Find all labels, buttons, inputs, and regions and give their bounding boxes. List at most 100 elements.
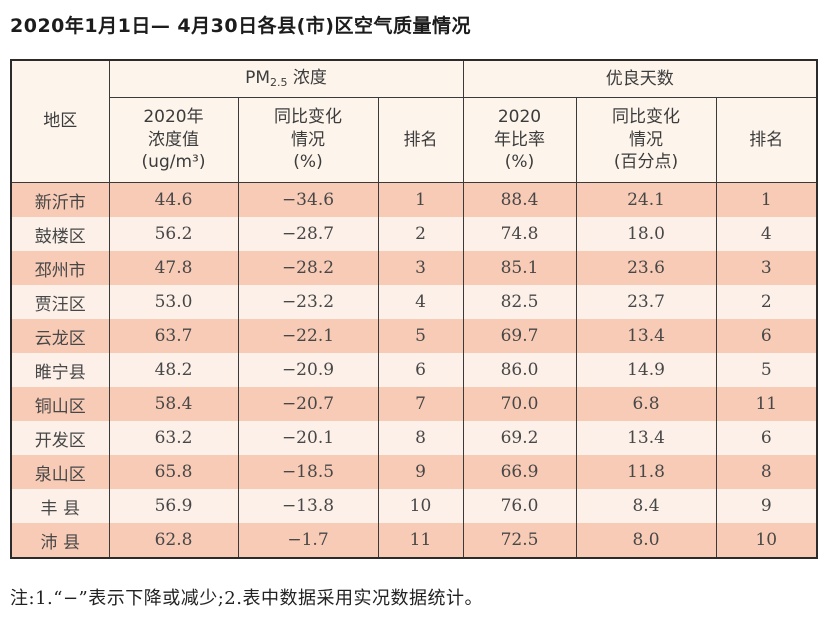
value-cell: 10 xyxy=(377,489,463,523)
pm25-suffix: 浓度 xyxy=(287,68,327,89)
value-cell: −23.2 xyxy=(237,285,378,319)
value-cell: 14.9 xyxy=(575,353,716,387)
value-cell: −1.7 xyxy=(237,523,378,558)
value-cell: 6 xyxy=(377,353,463,387)
pm25-prefix: PM xyxy=(245,68,270,89)
value-cell: −20.1 xyxy=(237,421,378,455)
table-body: 新沂市 44.6 −34.6 1 88.4 24.1 1 鼓楼区 56.2 −28.7 2 74.8 1… xyxy=(11,182,818,558)
table-row: 开发区 63.2 −20.1 8 69.2 13.4 6 xyxy=(11,421,818,455)
value-cell: 11 xyxy=(715,387,818,421)
value-cell: 8 xyxy=(715,455,818,489)
value-cell: 7 xyxy=(377,387,463,421)
value-cell: 47.8 xyxy=(108,251,238,285)
value-cell: −34.6 xyxy=(237,182,378,217)
value-cell: 18.0 xyxy=(575,217,716,251)
value-cell: 69.2 xyxy=(462,421,576,455)
value-cell: 8.0 xyxy=(575,523,716,558)
table-header: 地区 PM2.5 浓度 优良天数 2020年 浓度值 (ug/m³) 同比变化 … xyxy=(10,59,818,183)
value-cell: 4 xyxy=(715,217,818,251)
value-cell: 72.5 xyxy=(462,523,576,558)
region-cell: 丰 县 xyxy=(11,489,109,523)
table-row: 泉山区 65.8 −18.5 9 66.9 11.8 8 xyxy=(11,455,818,489)
region-cell: 云龙区 xyxy=(11,319,109,353)
air-quality-table: 地区 PM2.5 浓度 优良天数 2020年 浓度值 (ug/m³) 同比变化 … xyxy=(10,59,819,559)
value-cell: 23.7 xyxy=(575,285,716,319)
value-cell: −13.8 xyxy=(237,489,378,523)
value-cell: 5 xyxy=(377,319,463,353)
page-title: 2020年1月1日— 4月30日各县(市)区空气质量情况 xyxy=(10,15,471,37)
value-cell: 62.8 xyxy=(108,523,238,558)
value-cell: 5 xyxy=(715,353,818,387)
value-cell: 6 xyxy=(715,421,818,455)
value-cell: 8.4 xyxy=(575,489,716,523)
table-row: 鼓楼区 56.2 −28.7 2 74.8 18.0 4 xyxy=(11,217,818,251)
value-cell: 53.0 xyxy=(108,285,238,319)
value-cell: −18.5 xyxy=(237,455,378,489)
value-cell: 11 xyxy=(377,523,463,558)
value-cell: 48.2 xyxy=(108,353,238,387)
value-cell: 23.6 xyxy=(575,251,716,285)
value-cell: 1 xyxy=(377,182,463,217)
region-cell: 贾汪区 xyxy=(11,285,109,319)
value-cell: 70.0 xyxy=(462,387,576,421)
region-cell: 睢宁县 xyxy=(11,353,109,387)
value-cell: 9 xyxy=(377,455,463,489)
value-cell: 69.7 xyxy=(462,319,576,353)
table-row: 贾汪区 53.0 −23.2 4 82.5 23.7 2 xyxy=(11,285,818,319)
header-pm25-group: PM2.5 浓度 xyxy=(108,59,464,98)
value-cell: 74.8 xyxy=(462,217,576,251)
header-gd-change: 同比变化 情况 (百分点) xyxy=(575,97,717,183)
header-gd-rank: 排名 xyxy=(715,97,818,183)
value-cell: 63.2 xyxy=(108,421,238,455)
value-cell: 9 xyxy=(715,489,818,523)
table-row: 铜山区 58.4 −20.7 7 70.0 6.8 11 xyxy=(11,387,818,421)
value-cell: 63.7 xyxy=(108,319,238,353)
value-cell: 76.0 xyxy=(462,489,576,523)
value-cell: 3 xyxy=(715,251,818,285)
value-cell: 13.4 xyxy=(575,421,716,455)
value-cell: 6 xyxy=(715,319,818,353)
pm25-subscript: 2.5 xyxy=(270,76,288,90)
value-cell: 85.1 xyxy=(462,251,576,285)
value-cell: 88.4 xyxy=(462,182,576,217)
header-good-days-group: 优良天数 xyxy=(462,59,818,98)
value-cell: 13.4 xyxy=(575,319,716,353)
value-cell: 56.2 xyxy=(108,217,238,251)
header-pm-rank: 排名 xyxy=(377,97,464,183)
region-cell: 鼓楼区 xyxy=(11,217,109,251)
value-cell: 10 xyxy=(715,523,818,558)
header-pm-value: 2020年 浓度值 (ug/m³) xyxy=(108,97,239,183)
value-cell: 44.6 xyxy=(108,182,238,217)
header-region: 地区 xyxy=(10,59,110,183)
region-cell: 新沂市 xyxy=(11,182,109,217)
value-cell: 82.5 xyxy=(462,285,576,319)
region-cell: 铜山区 xyxy=(11,387,109,421)
value-cell: 2 xyxy=(377,217,463,251)
region-cell: 沛 县 xyxy=(11,523,109,558)
value-cell: 24.1 xyxy=(575,182,716,217)
value-cell: 58.4 xyxy=(108,387,238,421)
value-cell: 86.0 xyxy=(462,353,576,387)
header-pm-change: 同比变化 情况 (%) xyxy=(237,97,379,183)
header-sub-row: 2020年 浓度值 (ug/m³) 同比变化 情况 (%) 排名 2020 年比… xyxy=(11,97,818,183)
table-row: 邳州市 47.8 −28.2 3 85.1 23.6 3 xyxy=(11,251,818,285)
header-gd-ratio: 2020 年比率 (%) xyxy=(462,97,577,183)
value-cell: −22.1 xyxy=(237,319,378,353)
value-cell: 4 xyxy=(377,285,463,319)
value-cell: −28.2 xyxy=(237,251,378,285)
table-row: 沛 县 62.8 −1.7 11 72.5 8.0 10 xyxy=(11,523,818,558)
value-cell: 56.9 xyxy=(108,489,238,523)
footnote: 注:1.“−”表示下降或减少;2.表中数据采用实况数据统计。 xyxy=(10,588,483,609)
header-group-row: 地区 PM2.5 浓度 优良天数 xyxy=(10,59,818,183)
value-cell: 11.8 xyxy=(575,455,716,489)
value-cell: 66.9 xyxy=(462,455,576,489)
value-cell: −20.7 xyxy=(237,387,378,421)
value-cell: −28.7 xyxy=(237,217,378,251)
value-cell: 8 xyxy=(377,421,463,455)
value-cell: 6.8 xyxy=(575,387,716,421)
region-cell: 邳州市 xyxy=(11,251,109,285)
table-row: 丰 县 56.9 −13.8 10 76.0 8.4 9 xyxy=(11,489,818,523)
region-cell: 开发区 xyxy=(11,421,109,455)
value-cell: 3 xyxy=(377,251,463,285)
